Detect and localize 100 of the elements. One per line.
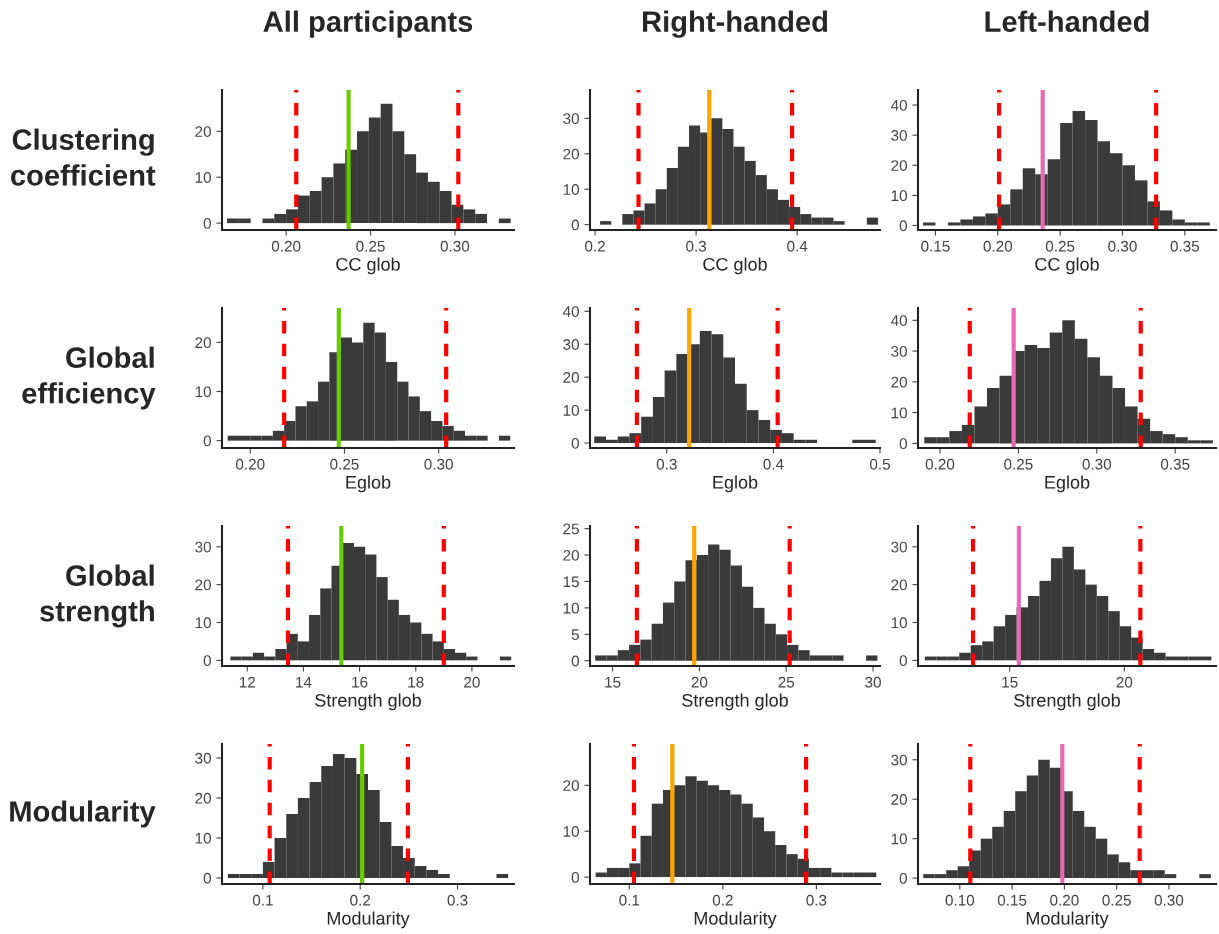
x-tick-label: 0.2: [712, 894, 733, 906]
y-tick-label: 20: [891, 160, 907, 171]
x-tick-label: 0.25: [1004, 458, 1033, 470]
x-axis-title: Eglob: [1045, 475, 1090, 493]
x-tick-label: 20: [1116, 676, 1133, 688]
y-tick-label: 0: [571, 871, 579, 883]
x-tick-label: 0.30: [1154, 894, 1184, 906]
x-axis-title: Modularity: [327, 911, 410, 929]
y-tick-label: 30: [563, 113, 579, 125]
x-axis-title: Strength glob: [1014, 693, 1120, 711]
x-tick-label: 0.3: [656, 458, 677, 470]
x-tick-label: 0.25: [356, 240, 385, 252]
y-tick-label: 10: [891, 833, 907, 845]
y-axis-title: Global efficiency: [22, 346, 156, 410]
y-tick-label: 0: [899, 872, 907, 884]
x-tick-label: 0.3: [686, 240, 707, 252]
x-tick-label: 0.20: [1050, 894, 1079, 906]
x-tick-label: 15: [1002, 676, 1018, 688]
y-tick-label: 20: [195, 579, 211, 591]
x-tick-label: 0.35: [1160, 458, 1190, 470]
y-tick-label: 30: [195, 752, 211, 764]
y-tick-label: 15: [563, 576, 579, 588]
y-tick-label: 40: [890, 99, 907, 111]
x-tick-label: 0.30: [440, 240, 470, 252]
x-tick-label: 16: [352, 676, 368, 688]
y-axis-title: Global strength: [40, 564, 154, 628]
y-tick-label: 5: [571, 629, 579, 640]
x-tick-label: 0.25: [1102, 894, 1131, 906]
x-tick-label: 0.25: [1045, 240, 1075, 252]
y-axis-title: Modularity: [10, 800, 156, 828]
y-tick-label: 20: [891, 579, 907, 591]
x-tick-label: 0.20: [235, 458, 265, 470]
y-tick-label: 10: [891, 407, 907, 419]
y-tick-label: 0: [899, 655, 907, 667]
x-axis-title: CC glob: [1035, 257, 1099, 275]
x-tick-label: 18: [408, 676, 424, 688]
y-tick-label: 0: [571, 437, 579, 449]
x-tick-label: 0.3: [806, 894, 827, 906]
y-tick-label: 25: [563, 523, 579, 535]
x-tick-label: 0.20: [983, 240, 1013, 252]
y-tick-label: 0: [203, 217, 211, 229]
y-tick-label: 0: [899, 220, 907, 232]
x-tick-label: 20: [691, 676, 708, 688]
y-tick-label: 30: [891, 754, 907, 766]
x-tick-label: 0.4: [787, 240, 808, 252]
y-tick-label: 10: [195, 386, 211, 398]
y-tick-label: 30: [891, 541, 907, 553]
y-axis-title: Clustering coefficient: [11, 128, 156, 186]
x-tick-label: 0.15: [921, 240, 950, 252]
y-tick-label: 20: [891, 794, 907, 805]
y-tick-label: 10: [563, 826, 579, 837]
x-axis-title: Strength glob: [315, 693, 421, 711]
x-tick-label: 0.5: [869, 458, 890, 470]
x-tick-label: 0.30: [1108, 240, 1137, 252]
y-tick-label: 10: [195, 832, 211, 844]
x-tick-label: 0.15: [997, 894, 1027, 906]
y-tick-label: 20: [563, 780, 579, 791]
y-tick-label: 20: [195, 337, 211, 349]
x-axis-title: Eglob: [713, 475, 758, 493]
x-axis-title: Strength glob: [682, 693, 788, 711]
y-tick-label: 20: [563, 372, 579, 383]
x-tick-label: 0.30: [1082, 458, 1112, 470]
y-tick-label: 0: [203, 435, 211, 447]
x-tick-label: 15: [605, 676, 621, 688]
x-tick-label: 0.2: [350, 894, 371, 906]
chart-title: Right-handed: [642, 10, 828, 38]
chart-title: Left-handed: [985, 10, 1149, 32]
y-tick-label: 0: [571, 655, 579, 667]
y-tick-label: 20: [195, 792, 211, 804]
x-tick-label: 0.30: [424, 458, 453, 470]
x-tick-label: 0.1: [252, 894, 273, 906]
x-axis-title: Eglob: [346, 475, 391, 493]
y-tick-label: 40: [890, 315, 907, 326]
y-tick-label: 10: [563, 184, 579, 195]
y-tick-label: 0: [203, 872, 211, 884]
y-tick-label: 30: [563, 339, 579, 350]
y-tick-label: 40: [562, 306, 579, 317]
x-tick-label: 0.1: [619, 894, 640, 906]
y-tick-label: 10: [563, 404, 579, 416]
y-tick-label: 0: [899, 438, 907, 450]
x-axis-title: Modularity: [694, 911, 777, 929]
x-tick-label: 0.20: [925, 458, 955, 470]
y-tick-label: 20: [563, 148, 579, 160]
y-tick-label: 0: [571, 219, 579, 231]
y-tick-label: 30: [891, 345, 907, 357]
y-tick-label: 30: [891, 130, 907, 141]
chart-title: All participants: [263, 10, 473, 38]
y-tick-label: 0: [203, 655, 211, 667]
x-axis-title: CC glob: [703, 257, 767, 275]
x-axis-title: CC glob: [336, 257, 400, 275]
x-tick-label: 0.2: [585, 240, 605, 252]
y-tick-label: 20: [563, 549, 579, 561]
x-axis-title: Modularity: [1026, 911, 1109, 929]
x-tick-label: 30: [865, 676, 881, 688]
x-tick-label: 12: [239, 676, 255, 688]
x-tick-label: 0.20: [271, 240, 301, 252]
x-tick-label: 0.25: [330, 458, 359, 470]
x-tick-label: 0.4: [763, 458, 784, 470]
x-tick-label: 0.35: [1170, 240, 1200, 252]
x-tick-label: 20: [464, 676, 480, 688]
